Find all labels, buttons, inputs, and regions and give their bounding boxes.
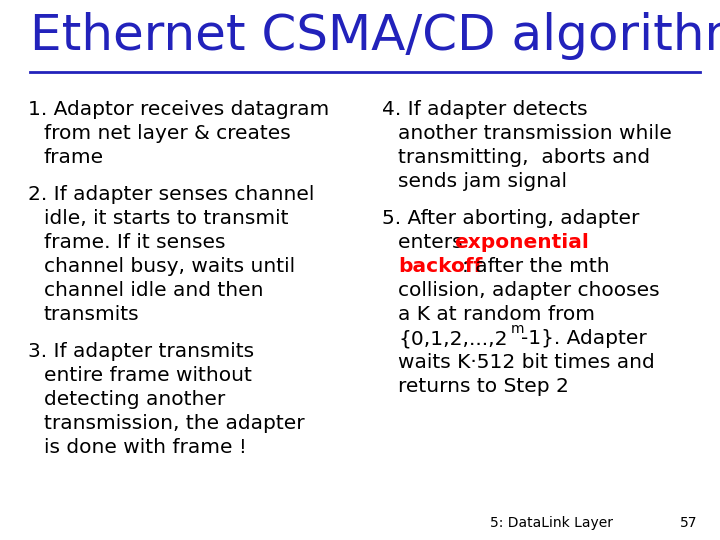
Text: m: m xyxy=(511,322,524,336)
Text: another transmission while: another transmission while xyxy=(398,124,672,143)
Text: 4. If adapter detects: 4. If adapter detects xyxy=(382,100,588,119)
Text: idle, it starts to transmit: idle, it starts to transmit xyxy=(44,209,289,228)
Text: is done with frame !: is done with frame ! xyxy=(44,438,247,457)
Text: waits K·512 bit times and: waits K·512 bit times and xyxy=(398,353,654,372)
Text: 3. If adapter transmits: 3. If adapter transmits xyxy=(28,342,254,361)
Text: 5: DataLink Layer: 5: DataLink Layer xyxy=(490,516,613,530)
Text: : after the mth: : after the mth xyxy=(462,257,610,276)
Text: a K at random from: a K at random from xyxy=(398,305,595,324)
Text: Ethernet CSMA/CD algorithm: Ethernet CSMA/CD algorithm xyxy=(30,12,720,60)
Text: exponential: exponential xyxy=(454,233,589,252)
Text: channel idle and then: channel idle and then xyxy=(44,281,264,300)
Text: 57: 57 xyxy=(680,516,698,530)
Text: enters: enters xyxy=(398,233,469,252)
Text: frame: frame xyxy=(44,148,104,167)
Text: {0,1,2,...,2: {0,1,2,...,2 xyxy=(398,329,508,348)
Text: from net layer & creates: from net layer & creates xyxy=(44,124,291,143)
Text: sends jam signal: sends jam signal xyxy=(398,172,567,191)
Text: transmission, the adapter: transmission, the adapter xyxy=(44,414,305,433)
Text: backoff: backoff xyxy=(398,257,482,276)
Text: -1}. Adapter: -1}. Adapter xyxy=(521,329,647,348)
Text: entire frame without: entire frame without xyxy=(44,366,252,385)
Text: 5. After aborting, adapter: 5. After aborting, adapter xyxy=(382,209,639,228)
Text: collision, adapter chooses: collision, adapter chooses xyxy=(398,281,660,300)
Text: frame. If it senses: frame. If it senses xyxy=(44,233,225,252)
Text: detecting another: detecting another xyxy=(44,390,225,409)
Text: channel busy, waits until: channel busy, waits until xyxy=(44,257,295,276)
Text: 2. If adapter senses channel: 2. If adapter senses channel xyxy=(28,185,315,204)
Text: transmits: transmits xyxy=(44,305,140,324)
Text: transmitting,  aborts and: transmitting, aborts and xyxy=(398,148,650,167)
Text: 1. Adaptor receives datagram: 1. Adaptor receives datagram xyxy=(28,100,329,119)
Text: returns to Step 2: returns to Step 2 xyxy=(398,377,569,396)
